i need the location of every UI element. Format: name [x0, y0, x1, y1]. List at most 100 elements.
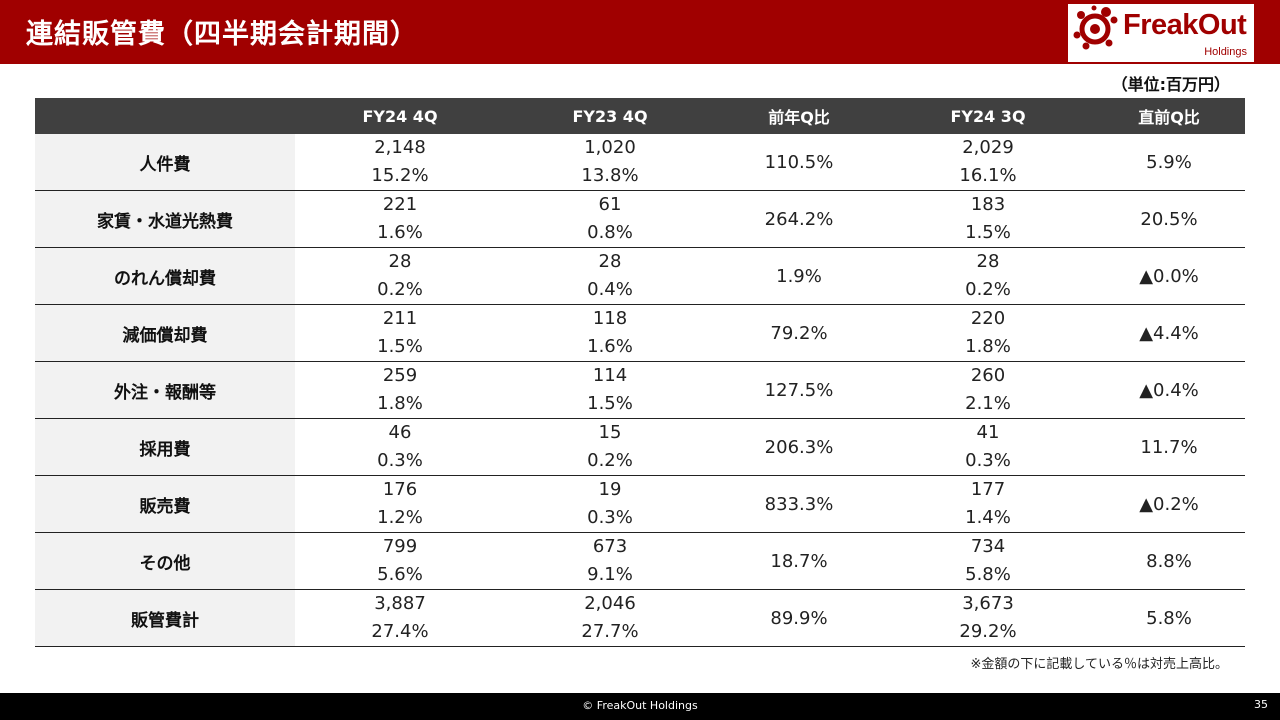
column-header-fy23-4q: FY23 4Q — [505, 98, 715, 134]
cell-qoq: 20.5% — [1093, 190, 1245, 248]
amount-value: 28 — [388, 251, 412, 272]
ratio-value: 16.1% — [959, 165, 1017, 186]
amount-value: 183 — [970, 194, 1006, 215]
amount-value: 15 — [598, 422, 622, 443]
cell-fy24-4q: 3,887 27.4% — [295, 589, 505, 647]
copyright-text: © FreakOut Holdings — [582, 699, 698, 712]
ratio-value: 1.5% — [965, 222, 1011, 243]
cell-yoy: 127.5% — [715, 361, 883, 419]
table-row: 人件費 2,148 15.2% 1,020 13.8% 110.5% 2,029 16.1% 5… — [35, 134, 1245, 191]
amount-value: 176 — [382, 479, 418, 500]
row-label: 販売費 — [35, 475, 295, 533]
ratio-value: 0.2% — [965, 279, 1011, 300]
cell-fy23-4q: 2,046 27.7% — [505, 589, 715, 647]
column-header-yoy: 前年Q比 — [715, 98, 883, 134]
table-header-row: FY24 4Q FY23 4Q 前年Q比 FY24 3Q 直前Q比 — [35, 98, 1245, 134]
cell-yoy: 1.9% — [715, 247, 883, 305]
amount-value: 114 — [592, 365, 628, 386]
cell-fy23-4q: 114 1.5% — [505, 361, 715, 419]
amount-value: 673 — [592, 536, 628, 557]
cell-fy24-4q: 221 1.6% — [295, 190, 505, 248]
ratio-value: 29.2% — [959, 621, 1017, 642]
row-label: 減価償却費 — [35, 304, 295, 362]
row-label: 人件費 — [35, 134, 295, 191]
unit-label: （単位:百万円） — [1111, 75, 1230, 94]
amount-value: 3,887 — [374, 593, 426, 614]
cell-fy24-3q: 41 0.3% — [883, 418, 1093, 476]
company-logo: FreakOut Holdings — [1068, 4, 1254, 62]
cell-fy24-4q: 2,148 15.2% — [295, 134, 505, 191]
cell-fy24-4q: 28 0.2% — [295, 247, 505, 305]
ratio-value: 1.8% — [377, 393, 423, 414]
cell-yoy: 89.9% — [715, 589, 883, 647]
column-header-fy24-3q: FY24 3Q — [883, 98, 1093, 134]
cell-qoq: 5.8% — [1093, 589, 1245, 647]
amount-value: 211 — [382, 308, 418, 329]
ratio-value: 0.3% — [965, 450, 1011, 471]
freakout-logo-icon — [1073, 5, 1118, 50]
cell-fy24-3q: 177 1.4% — [883, 475, 1093, 533]
table-row: 外注・報酬等 259 1.8% 114 1.5% 127.5% 260 2.1% ▲0.4% — [35, 361, 1245, 419]
cell-fy23-4q: 28 0.4% — [505, 247, 715, 305]
amount-value: 2,046 — [584, 593, 636, 614]
row-label: 販管費計 — [35, 589, 295, 647]
sga-table: FY24 4Q FY23 4Q 前年Q比 FY24 3Q 直前Q比 人件費 2,1… — [35, 98, 1245, 647]
ratio-value: 13.8% — [581, 165, 639, 186]
row-label: 外注・報酬等 — [35, 361, 295, 419]
ratio-value: 0.2% — [377, 279, 423, 300]
table-row: 販管費計 3,887 27.4% 2,046 27.7% 89.9% 3,673 29.2% 5… — [35, 589, 1245, 647]
column-header-item — [35, 98, 295, 134]
amount-value: 118 — [592, 308, 628, 329]
amount-value: 734 — [970, 536, 1006, 557]
amount-value: 799 — [382, 536, 418, 557]
logo-wordmark: FreakOut — [1123, 9, 1247, 41]
cell-fy24-4q: 259 1.8% — [295, 361, 505, 419]
cell-fy23-4q: 1,020 13.8% — [505, 134, 715, 191]
row-label: 家賃・水道光熱費 — [35, 190, 295, 248]
cell-fy24-3q: 183 1.5% — [883, 190, 1093, 248]
cell-fy23-4q: 15 0.2% — [505, 418, 715, 476]
ratio-value: 0.3% — [587, 507, 633, 528]
amount-value: 221 — [382, 194, 418, 215]
row-label: その他 — [35, 532, 295, 590]
ratio-value: 0.3% — [377, 450, 423, 471]
ratio-value: 5.8% — [965, 564, 1011, 585]
amount-value: 3,673 — [962, 593, 1014, 614]
cell-fy24-4q: 176 1.2% — [295, 475, 505, 533]
table-row: 減価償却費 211 1.5% 118 1.6% 79.2% 220 1.8% ▲4.4% — [35, 304, 1245, 362]
cell-fy24-3q: 734 5.8% — [883, 532, 1093, 590]
amount-value: 61 — [598, 194, 622, 215]
cell-fy23-4q: 673 9.1% — [505, 532, 715, 590]
cell-yoy: 264.2% — [715, 190, 883, 248]
cell-qoq: 5.9% — [1093, 134, 1245, 191]
ratio-value: 5.6% — [377, 564, 423, 585]
cell-fy23-4q: 61 0.8% — [505, 190, 715, 248]
cell-fy24-3q: 260 2.1% — [883, 361, 1093, 419]
logo-subtext: Holdings — [1204, 46, 1247, 58]
ratio-value: 1.5% — [377, 336, 423, 357]
table-row: のれん償却費 28 0.2% 28 0.4% 1.9% 28 0.2% ▲0.0% — [35, 247, 1245, 305]
footer-bar: © FreakOut Holdings 35 — [0, 693, 1280, 720]
column-header-qoq: 直前Q比 — [1093, 98, 1245, 134]
cell-yoy: 110.5% — [715, 134, 883, 191]
cell-qoq: ▲0.2% — [1093, 475, 1245, 533]
ratio-value: 27.7% — [581, 621, 639, 642]
cell-fy23-4q: 118 1.6% — [505, 304, 715, 362]
amount-value: 1,020 — [584, 137, 636, 158]
amount-value: 259 — [382, 365, 418, 386]
header-bar: 連結販管費（四半期会計期間） FreakOut Holdings — [0, 0, 1280, 64]
table-row: その他 799 5.6% 673 9.1% 18.7% 734 5.8% 8.8% — [35, 532, 1245, 590]
amount-value: 28 — [976, 251, 1000, 272]
cell-yoy: 833.3% — [715, 475, 883, 533]
amount-value: 41 — [976, 422, 1000, 443]
page-number: 35 — [1254, 698, 1268, 711]
ratio-value: 0.4% — [587, 279, 633, 300]
ratio-value: 0.8% — [587, 222, 633, 243]
table-row: 家賃・水道光熱費 221 1.6% 61 0.8% 264.2% 183 1.5% 20.5% — [35, 190, 1245, 248]
cell-fy24-3q: 3,673 29.2% — [883, 589, 1093, 647]
amount-value: 2,029 — [962, 137, 1014, 158]
ratio-value: 1.8% — [965, 336, 1011, 357]
ratio-value: 27.4% — [371, 621, 429, 642]
cell-fy24-4q: 46 0.3% — [295, 418, 505, 476]
cell-qoq: 11.7% — [1093, 418, 1245, 476]
